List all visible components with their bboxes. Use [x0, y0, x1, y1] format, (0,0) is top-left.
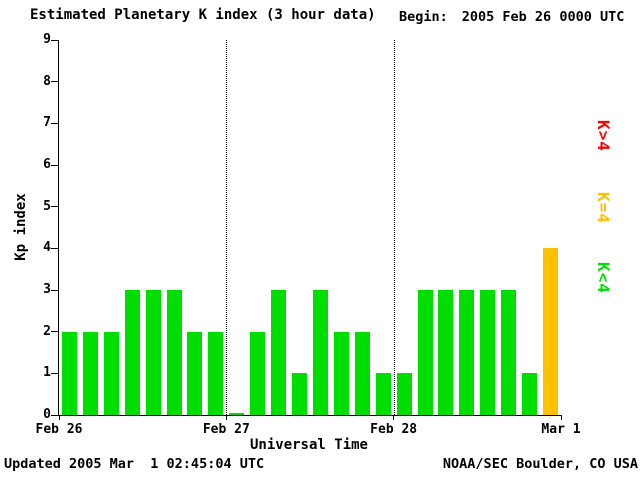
updated-timestamp: Updated 2005 Mar 1 02:45:04 UTC: [4, 456, 265, 472]
credit-text: NOAA/SEC Boulder, CO USA: [442, 456, 638, 472]
begin-time: Begin: 2005 Feb 26 0000 UTC: [399, 9, 624, 25]
kp-bar: [522, 373, 538, 415]
plot-area: 0 1 2 3 4 5 6 7 8 9 Feb 26 Feb 27 Feb 28 Mar 1: [36, 32, 581, 437]
kp-bar: [417, 290, 433, 415]
y-tick: [51, 81, 59, 83]
day-separator-line: [226, 40, 228, 415]
legend-item-equal4: K=4: [594, 192, 613, 224]
begin-label: Begin:: [399, 9, 448, 25]
y-tick-label: 0: [43, 407, 51, 422]
kp-bar: [103, 331, 119, 415]
x-tick-label: Mar 1: [541, 422, 581, 437]
kp-bar: [438, 290, 454, 415]
kp-bar: [354, 331, 370, 415]
x-axis-title: Universal Time: [249, 437, 368, 453]
y-tick-label: 7: [43, 115, 51, 131]
y-tick: [51, 164, 59, 166]
legend-item-above4: K>4: [594, 120, 613, 152]
y-tick: [51, 414, 59, 416]
day-separator-line: [393, 40, 395, 415]
kp-bar: [187, 331, 203, 415]
kp-bar: [480, 290, 496, 415]
y-tick: [51, 331, 59, 333]
y-tick: [51, 247, 59, 249]
x-tick-label: Feb 27: [202, 422, 250, 437]
y-tick-label: 8: [43, 73, 51, 89]
kp-bar: [124, 290, 140, 415]
x-tick: [225, 415, 227, 420]
y-tick: [51, 372, 59, 374]
y-tick-label: 2: [43, 323, 51, 339]
x-tick: [58, 415, 60, 420]
kp-bar: [396, 373, 412, 415]
kp-bar: [250, 331, 266, 415]
y-tick: [51, 206, 59, 208]
kp-bar: [312, 290, 328, 415]
y-tick-label: 6: [43, 157, 51, 172]
kp-bar: [271, 290, 287, 415]
kp-bar: [375, 373, 391, 415]
kp-bar: [459, 290, 475, 415]
y-tick: [51, 289, 59, 291]
y-tick-label: 3: [43, 282, 51, 297]
y-tick-label: 9: [43, 32, 51, 47]
begin-value: 2005 Feb 26 0000 UTC: [461, 9, 625, 25]
kp-bar: [501, 290, 517, 415]
kp-bar: [61, 331, 77, 415]
legend-item-below4: K<4: [594, 262, 613, 294]
kp-bar: [208, 331, 224, 415]
kp-bar: [333, 331, 349, 415]
x-tick-label: Feb 28: [370, 422, 418, 437]
x-tick: [393, 415, 395, 420]
kp-bar: [82, 331, 98, 415]
kp-bar: [292, 373, 308, 415]
y-tick-label: 5: [43, 198, 51, 214]
x-tick: [560, 415, 562, 420]
y-tick-label: 4: [43, 240, 51, 256]
kp-bar: [166, 290, 182, 415]
x-tick-label: Feb 26: [35, 422, 83, 437]
chart-title: Estimated Planetary K index (3 hour data…: [30, 7, 376, 23]
kp-bar: [543, 248, 559, 415]
y-tick-label: 1: [43, 365, 51, 381]
kp-bar: [229, 413, 245, 415]
y-tick: [51, 39, 59, 41]
y-tick: [51, 122, 59, 124]
kp-bar: [145, 290, 161, 415]
